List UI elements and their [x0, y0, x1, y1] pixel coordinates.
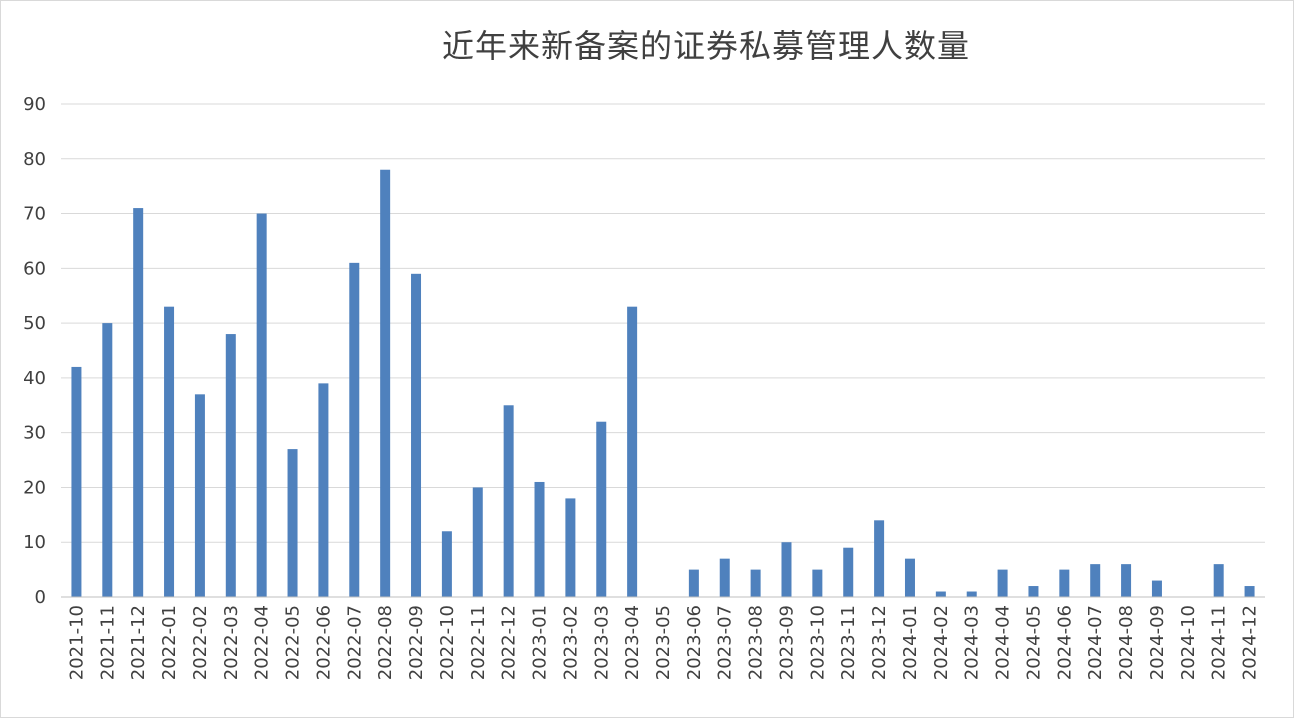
bar: [534, 481, 545, 597]
x-tick-label: 2022-07: [344, 605, 365, 680]
y-tick-label: 50: [23, 313, 46, 334]
x-tick-label: 2022-08: [375, 605, 396, 680]
x-tick-label: 2024-06: [1054, 605, 1075, 680]
bar: [812, 569, 823, 597]
bar: [441, 531, 452, 597]
y-tick-label: 0: [35, 587, 46, 608]
y-axis-ticks: 0 10 20 30 40 50 60 70 80 90: [23, 94, 46, 608]
x-tick-label: 2021-12: [128, 605, 149, 680]
bar: [596, 421, 607, 597]
x-tick-label: 2024-10: [1178, 605, 1199, 680]
x-tick-label: 2023-05: [653, 605, 674, 680]
x-tick-label: 2021-11: [97, 605, 118, 680]
bar: [627, 306, 638, 597]
bar: [565, 498, 576, 597]
bar: [411, 273, 422, 597]
y-tick-label: 30: [23, 423, 46, 444]
bar: [1244, 586, 1255, 597]
x-tick-label: 2022-01: [159, 605, 180, 680]
x-tick-label: 2021-10: [66, 605, 87, 680]
x-tick-label: 2022-02: [190, 605, 211, 680]
x-tick-label: 2023-12: [869, 605, 890, 680]
x-tick-label: 2024-03: [962, 605, 983, 680]
bar: [102, 323, 113, 597]
bar: [781, 542, 792, 597]
bar: [750, 569, 761, 597]
x-tick-label: 2024-04: [993, 605, 1014, 680]
x-tick-label: 2022-09: [406, 605, 427, 680]
bar: [874, 520, 885, 597]
x-tick-label: 2023-10: [807, 605, 828, 680]
x-tick-label: 2024-05: [1023, 605, 1044, 680]
bar: [71, 366, 82, 597]
x-tick-label: 2024-02: [931, 605, 952, 680]
bar: [997, 569, 1008, 597]
bar: [164, 306, 175, 597]
y-tick-label: 60: [23, 258, 46, 279]
y-tick-label: 80: [23, 149, 46, 170]
x-tick-label: 2024-07: [1085, 605, 1106, 680]
x-tick-label: 2023-06: [684, 605, 705, 680]
bar: [1213, 564, 1224, 597]
y-tick-label: 20: [23, 477, 46, 498]
y-tick-label: 70: [23, 204, 46, 225]
bar: [194, 394, 205, 597]
bar: [1028, 586, 1039, 597]
x-tick-label: 2023-08: [746, 605, 767, 680]
x-tick-label: 2022-11: [468, 605, 489, 680]
bar: [719, 558, 730, 597]
x-tick-label: 2022-06: [313, 605, 334, 680]
bar: [1121, 564, 1132, 597]
y-tick-label: 10: [23, 532, 46, 553]
x-tick-label: 2023-04: [622, 605, 643, 680]
x-tick-label: 2024-08: [1116, 605, 1137, 680]
x-tick-label: 2023-09: [776, 605, 797, 680]
x-tick-label: 2023-07: [715, 605, 736, 680]
bar: [349, 262, 360, 597]
bar: [1151, 580, 1162, 597]
bar: [688, 569, 699, 597]
chart-title: 近年来新备案的证券私募管理人数量: [441, 27, 970, 65]
y-tick-label: 90: [23, 94, 46, 115]
x-tick-label: 2022-10: [437, 605, 458, 680]
y-tick-label: 40: [23, 368, 46, 389]
x-tick-label: 2024-11: [1209, 605, 1230, 680]
x-tick-label: 2024-01: [900, 605, 921, 680]
x-tick-label: 2024-12: [1240, 605, 1261, 680]
x-tick-label: 2024-09: [1147, 605, 1168, 680]
bar: [1059, 569, 1070, 597]
gridlines: [61, 103, 1265, 543]
bars: [71, 169, 1255, 598]
x-tick-label: 2022-05: [283, 605, 304, 680]
bar: [966, 591, 977, 597]
bar: [503, 405, 514, 597]
x-tick-label: 2023-01: [530, 605, 551, 680]
x-tick-label: 2023-02: [560, 605, 581, 680]
x-tick-label: 2022-04: [252, 605, 273, 680]
bar: [380, 169, 391, 597]
x-tick-label: 2023-11: [838, 605, 859, 680]
bar: [256, 213, 267, 598]
bar: [472, 487, 483, 597]
bar: [133, 208, 144, 598]
x-tick-label: 2022-03: [221, 605, 242, 680]
bar: [287, 449, 298, 597]
bar: [935, 591, 946, 597]
x-tick-label: 2023-03: [591, 605, 612, 680]
bar: [843, 547, 854, 597]
x-axis-ticks: 2021-10 2021-11 2021-12 2022-01 2022-02 2022-…: [66, 605, 1260, 680]
x-tick-label: 2022-12: [499, 605, 520, 680]
bar: [1090, 564, 1101, 597]
bar: [318, 383, 329, 597]
bar: [904, 558, 915, 597]
bar: [225, 334, 236, 597]
